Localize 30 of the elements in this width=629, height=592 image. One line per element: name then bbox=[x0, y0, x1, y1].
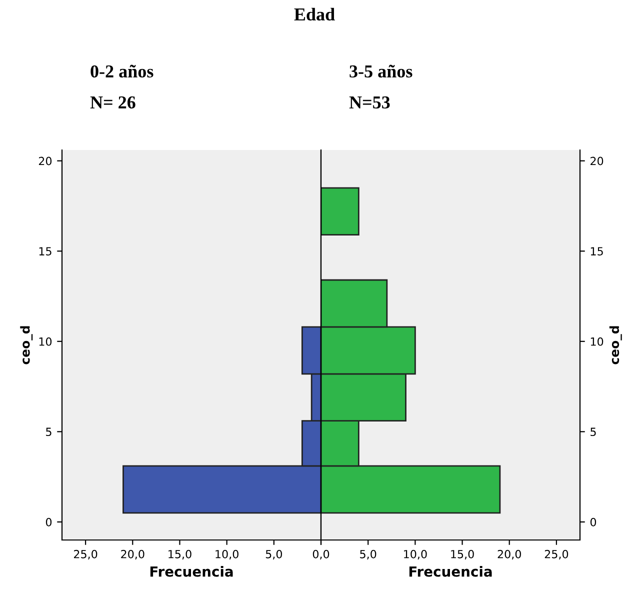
x-tick-label: 15,0 bbox=[168, 550, 192, 560]
x-tick-label: 15,0 bbox=[451, 550, 474, 560]
y-tick-label: 0 bbox=[46, 518, 52, 526]
x-tick-label: 20,0 bbox=[121, 550, 144, 560]
x-axis-title: Frecuencia bbox=[409, 566, 492, 577]
y-tick-label: 10 bbox=[39, 337, 52, 346]
chart-subtitle: N=53 bbox=[349, 96, 390, 109]
x-tick-label: 10,0 bbox=[216, 550, 238, 560]
chart-title: 3-5 años bbox=[350, 64, 412, 78]
chart-subtitle: N= 26 bbox=[90, 96, 136, 109]
y-tick-label: 20 bbox=[590, 156, 604, 166]
x-tick-label: 25,0 bbox=[74, 550, 98, 560]
x-tick-label: 25,0 bbox=[544, 550, 568, 560]
x-axis-title: Frecuencia bbox=[150, 566, 233, 577]
text: Edad bbox=[294, 8, 335, 21]
x-tick-label: 10,0 bbox=[404, 550, 427, 560]
y-tick-label: 5 bbox=[46, 428, 52, 436]
x-tick-label: 20,0 bbox=[498, 550, 521, 560]
y-tick-label: 10 bbox=[590, 337, 604, 346]
chart-title: 0-2 años bbox=[90, 64, 154, 78]
y-tick-label: 5 bbox=[590, 428, 596, 436]
y-tick-label: 15 bbox=[590, 247, 603, 256]
y-tick-label: 20 bbox=[38, 156, 52, 166]
y-axis-title: ceo_d bbox=[20, 326, 33, 364]
x-tick-label: 5,0 bbox=[360, 550, 376, 560]
y-tick-label: 15 bbox=[39, 247, 52, 256]
y-axis-title: ceo_d bbox=[609, 326, 622, 364]
y-tick-label: 0 bbox=[590, 518, 596, 526]
x-tick-label: 0,0 bbox=[312, 550, 330, 560]
x-tick-label: 5,0 bbox=[266, 550, 282, 560]
